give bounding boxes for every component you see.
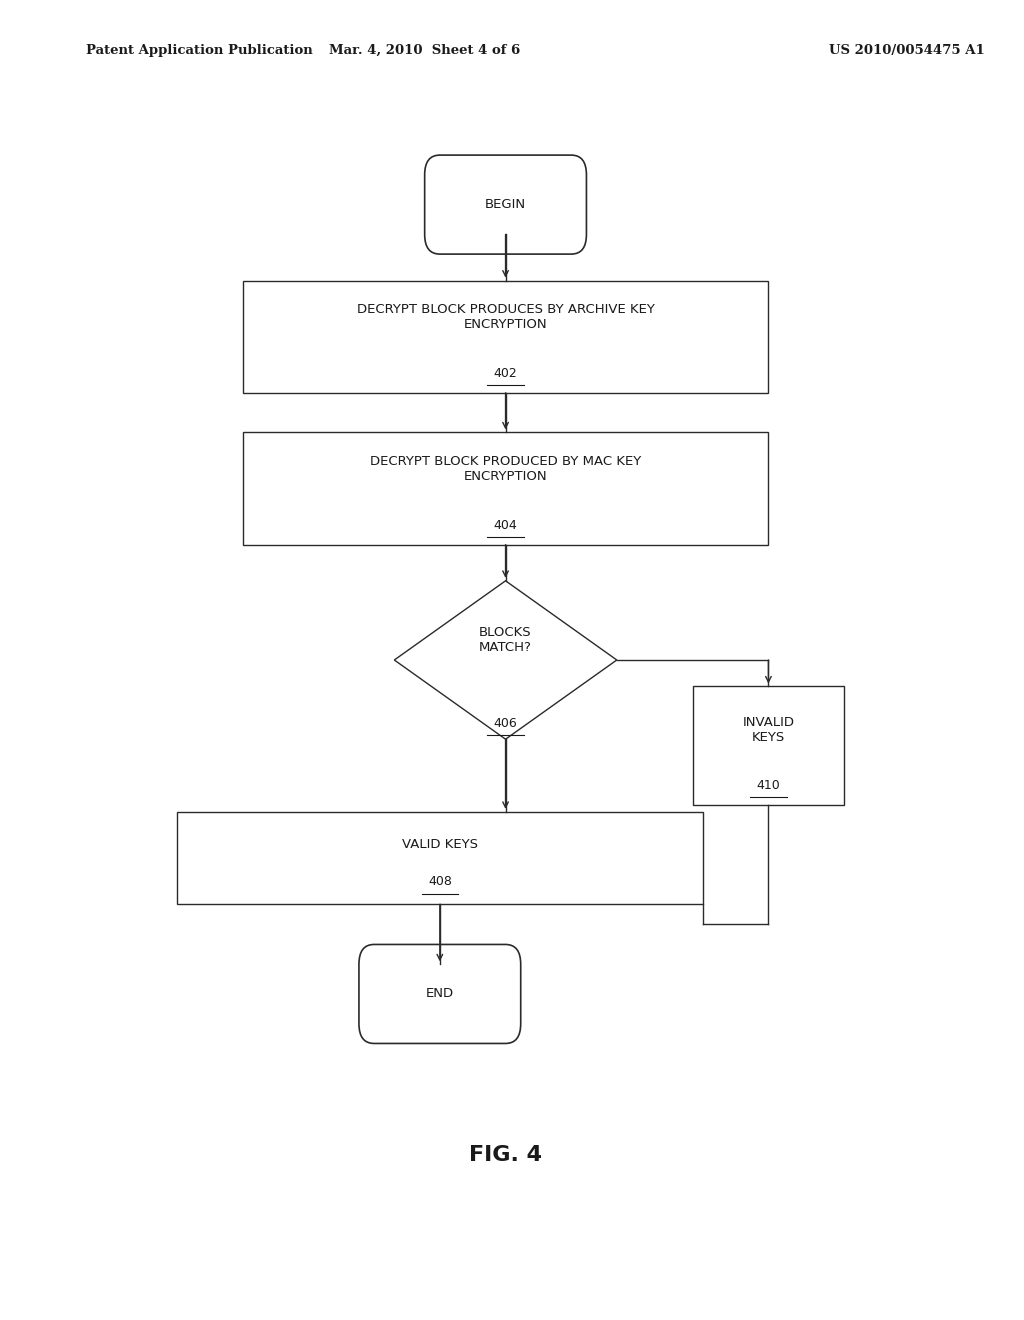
- FancyBboxPatch shape: [425, 156, 587, 253]
- Bar: [177, 812, 702, 904]
- Text: 410: 410: [757, 779, 780, 792]
- Text: Mar. 4, 2010  Sheet 4 of 6: Mar. 4, 2010 Sheet 4 of 6: [329, 44, 520, 57]
- Text: 406: 406: [494, 717, 517, 730]
- Text: BLOCKS
MATCH?: BLOCKS MATCH?: [479, 626, 532, 655]
- Text: BEGIN: BEGIN: [485, 198, 526, 211]
- Bar: [243, 281, 768, 393]
- Text: 404: 404: [494, 519, 517, 532]
- FancyBboxPatch shape: [359, 945, 521, 1043]
- Text: Patent Application Publication: Patent Application Publication: [86, 44, 312, 57]
- Polygon shape: [394, 581, 616, 739]
- Text: DECRYPT BLOCK PRODUCES BY ARCHIVE KEY
ENCRYPTION: DECRYPT BLOCK PRODUCES BY ARCHIVE KEY EN…: [356, 302, 654, 331]
- Bar: [243, 433, 768, 544]
- Text: 408: 408: [428, 875, 452, 888]
- Text: VALID KEYS: VALID KEYS: [401, 838, 478, 851]
- Text: 402: 402: [494, 367, 517, 380]
- Bar: [692, 686, 844, 805]
- Text: INVALID
KEYS: INVALID KEYS: [742, 715, 795, 744]
- Text: DECRYPT BLOCK PRODUCED BY MAC KEY
ENCRYPTION: DECRYPT BLOCK PRODUCED BY MAC KEY ENCRYP…: [370, 454, 641, 483]
- Text: FIG. 4: FIG. 4: [469, 1144, 542, 1166]
- Text: US 2010/0054475 A1: US 2010/0054475 A1: [829, 44, 985, 57]
- Text: END: END: [426, 987, 454, 1001]
